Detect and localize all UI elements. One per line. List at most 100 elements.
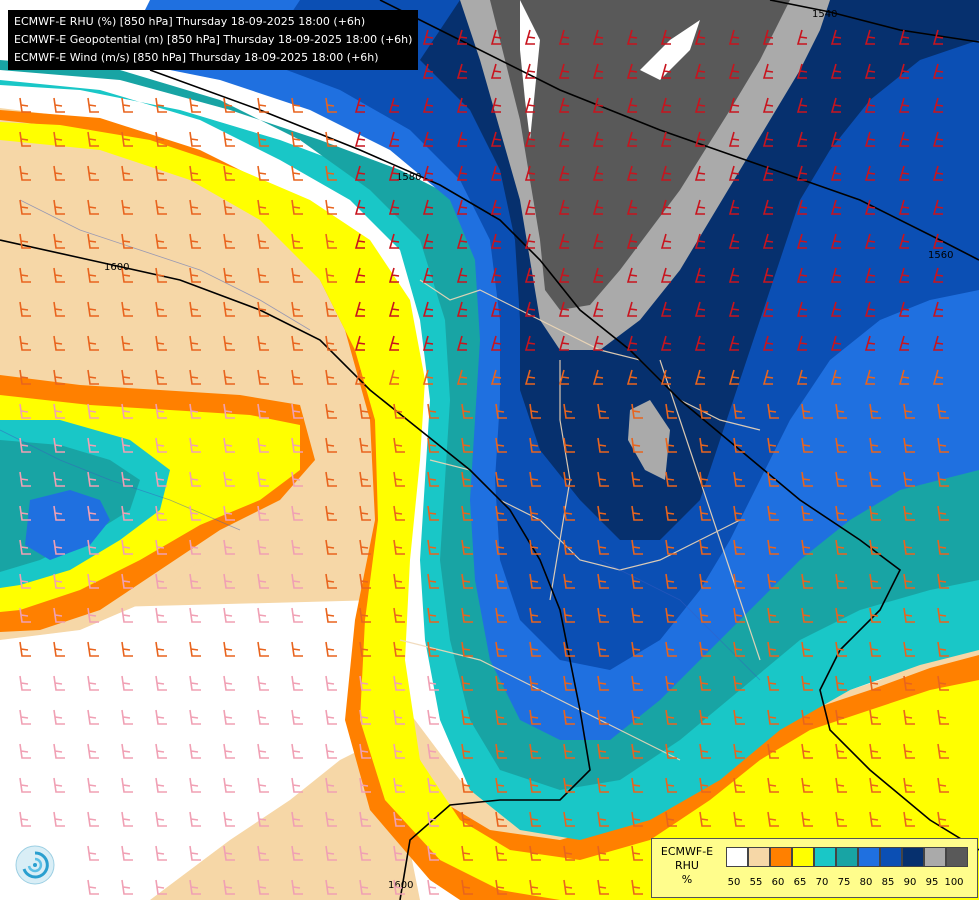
wind-barb-icon [762,267,774,283]
wind-barb-icon [461,607,473,623]
wind-barb-icon [155,267,167,283]
wind-barb-icon [801,539,813,555]
wind-barb-icon [762,97,774,113]
wind-barb-icon [801,573,813,589]
wind-barb-icon [354,233,366,249]
wind-barb-icon [19,743,31,759]
legend-swatch [836,847,858,867]
wind-barb-icon [456,199,468,215]
wind-barb-icon [762,165,774,181]
legend-tick-label: 55 [749,877,763,888]
wind-barb-icon [835,607,847,623]
wind-barb-icon [665,709,677,725]
wind-barb-icon [19,777,31,793]
wind-barb-icon [898,199,910,215]
wind-barb-icon [325,335,337,351]
wind-barb-icon [427,403,439,419]
wind-barb-icon [592,369,604,385]
wind-barb-icon [53,199,65,215]
wind-barb-icon [563,607,575,623]
wind-barb-icon [53,267,65,283]
wind-barb-icon [393,403,405,419]
wind-barb-icon [728,29,740,45]
wind-barb-icon [767,777,779,793]
wind-barb-icon [495,879,507,895]
wind-barb-icon [728,369,740,385]
wind-barb-icon [155,777,167,793]
wind-barb-icon [427,811,439,827]
wind-barb-icon [796,301,808,317]
wind-barb-icon [223,641,235,657]
wind-barb-icon [427,573,439,589]
wind-barb-icon [699,403,711,419]
wind-barb-icon [223,471,235,487]
wind-barb-icon [19,573,31,589]
wind-barb-icon [19,199,31,215]
wind-barb-icon [903,641,915,657]
ecmwf-swirl-icon [13,843,57,887]
wind-barb-icon [495,539,507,555]
wind-barb-icon [796,199,808,215]
wind-barb-icon [830,29,842,45]
wind-barb-icon [393,845,405,861]
wind-barb-icon [563,675,575,691]
wind-barb-icon [19,131,31,147]
wind-barb-icon [733,811,745,827]
wind-barb-icon [121,437,133,453]
wind-barb-icon [631,539,643,555]
wind-barb-icon [325,97,337,113]
wind-barb-icon [257,131,269,147]
wind-barb-icon [87,879,99,895]
wind-barb-icon [694,301,706,317]
wind-barb-icon [87,811,99,827]
wind-barb-icon [223,199,235,215]
wind-barb-icon [903,743,915,759]
wind-barb-icon [524,63,536,79]
rhu-55-area [0,108,979,900]
wind-barb-icon [155,403,167,419]
wind-barb-icon [87,165,99,181]
wind-barb-icon [189,403,201,419]
wind-barb-icon [563,811,575,827]
wind-barb-icon [694,29,706,45]
wind-barb-icon [121,403,133,419]
wind-barb-icon [121,301,133,317]
wind-barb-icon [801,437,813,453]
wind-barb-icon [354,131,366,147]
wind-barb-icon [558,199,570,215]
wind-barb-icon [694,267,706,283]
wind-barb-icon [87,743,99,759]
wind-barb-icon [728,233,740,249]
wind-barb-icon [427,471,439,487]
wind-barb-icon [801,777,813,793]
wind-barb-icon [121,131,133,147]
wind-barb-icon [53,301,65,317]
wind-barb-icon [422,233,434,249]
wind-barb-icon [155,97,167,113]
wind-barb-icon [665,675,677,691]
wind-barb-icon [291,199,303,215]
wind-barb-icon [291,879,303,895]
wind-barb-icon [937,777,949,793]
wind-barb-icon [660,165,672,181]
wind-barb-icon [490,335,502,351]
legend-swatch [792,847,814,867]
wind-barb-icon [592,301,604,317]
wind-barb-icon [87,641,99,657]
wind-barb-icon [694,233,706,249]
wind-barb-icon [694,63,706,79]
wind-barb-icon [597,471,609,487]
wind-barb-icon [529,607,541,623]
wind-barb-icon [631,437,643,453]
wind-barb-icon [461,743,473,759]
wind-barb-icon [801,505,813,521]
wind-barb-icon [864,335,876,351]
wind-barb-icon [932,63,944,79]
wind-barb-icon [694,369,706,385]
wind-barb-icon [223,607,235,623]
wind-barb-icon [359,811,371,827]
wind-barb-icon [354,97,366,113]
wind-barb-icon [665,641,677,657]
wind-barb-icon [767,505,779,521]
wind-barb-icon [393,709,405,725]
